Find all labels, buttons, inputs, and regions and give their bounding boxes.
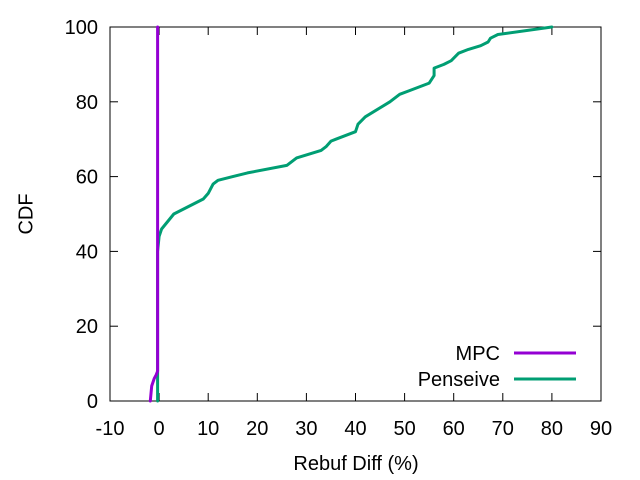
y-tick-label: 0 <box>87 391 98 413</box>
series-lines <box>148 25 554 403</box>
y-tick-label: 80 <box>76 92 98 114</box>
legend-label: Penseive <box>418 369 500 391</box>
x-tick-label: 20 <box>246 418 268 440</box>
x-tick-label: 60 <box>443 418 465 440</box>
x-tick-label: 30 <box>295 418 317 440</box>
series-line-mpc <box>148 25 160 403</box>
axis-ticks: -10 0 10 20 30 40 50 60 70 80 90 0 20 40 60 80 100 <box>65 17 613 440</box>
series-line-penseive <box>156 25 554 403</box>
y-tick-label: 20 <box>76 316 98 338</box>
y-tick-label: 100 <box>65 17 98 39</box>
y-tick-label: 60 <box>76 167 98 189</box>
x-tick-label: 0 <box>154 418 165 440</box>
x-tick-label: -10 <box>96 418 125 440</box>
y-tick-label: 40 <box>76 241 98 263</box>
x-tick-label: 40 <box>344 418 366 440</box>
legend-label: MPC <box>456 343 500 365</box>
x-tick-label: 80 <box>541 418 563 440</box>
x-tick-label: 90 <box>590 418 612 440</box>
x-tick-label: 10 <box>197 418 219 440</box>
x-tick-label: 50 <box>393 418 415 440</box>
x-axis-title: Rebuf Diff (%) <box>293 453 418 475</box>
y-axis-title: CDF <box>15 193 37 234</box>
x-tick-label: 70 <box>492 418 514 440</box>
plot-frame <box>109 26 602 402</box>
legend: MPC Penseive <box>418 343 576 391</box>
